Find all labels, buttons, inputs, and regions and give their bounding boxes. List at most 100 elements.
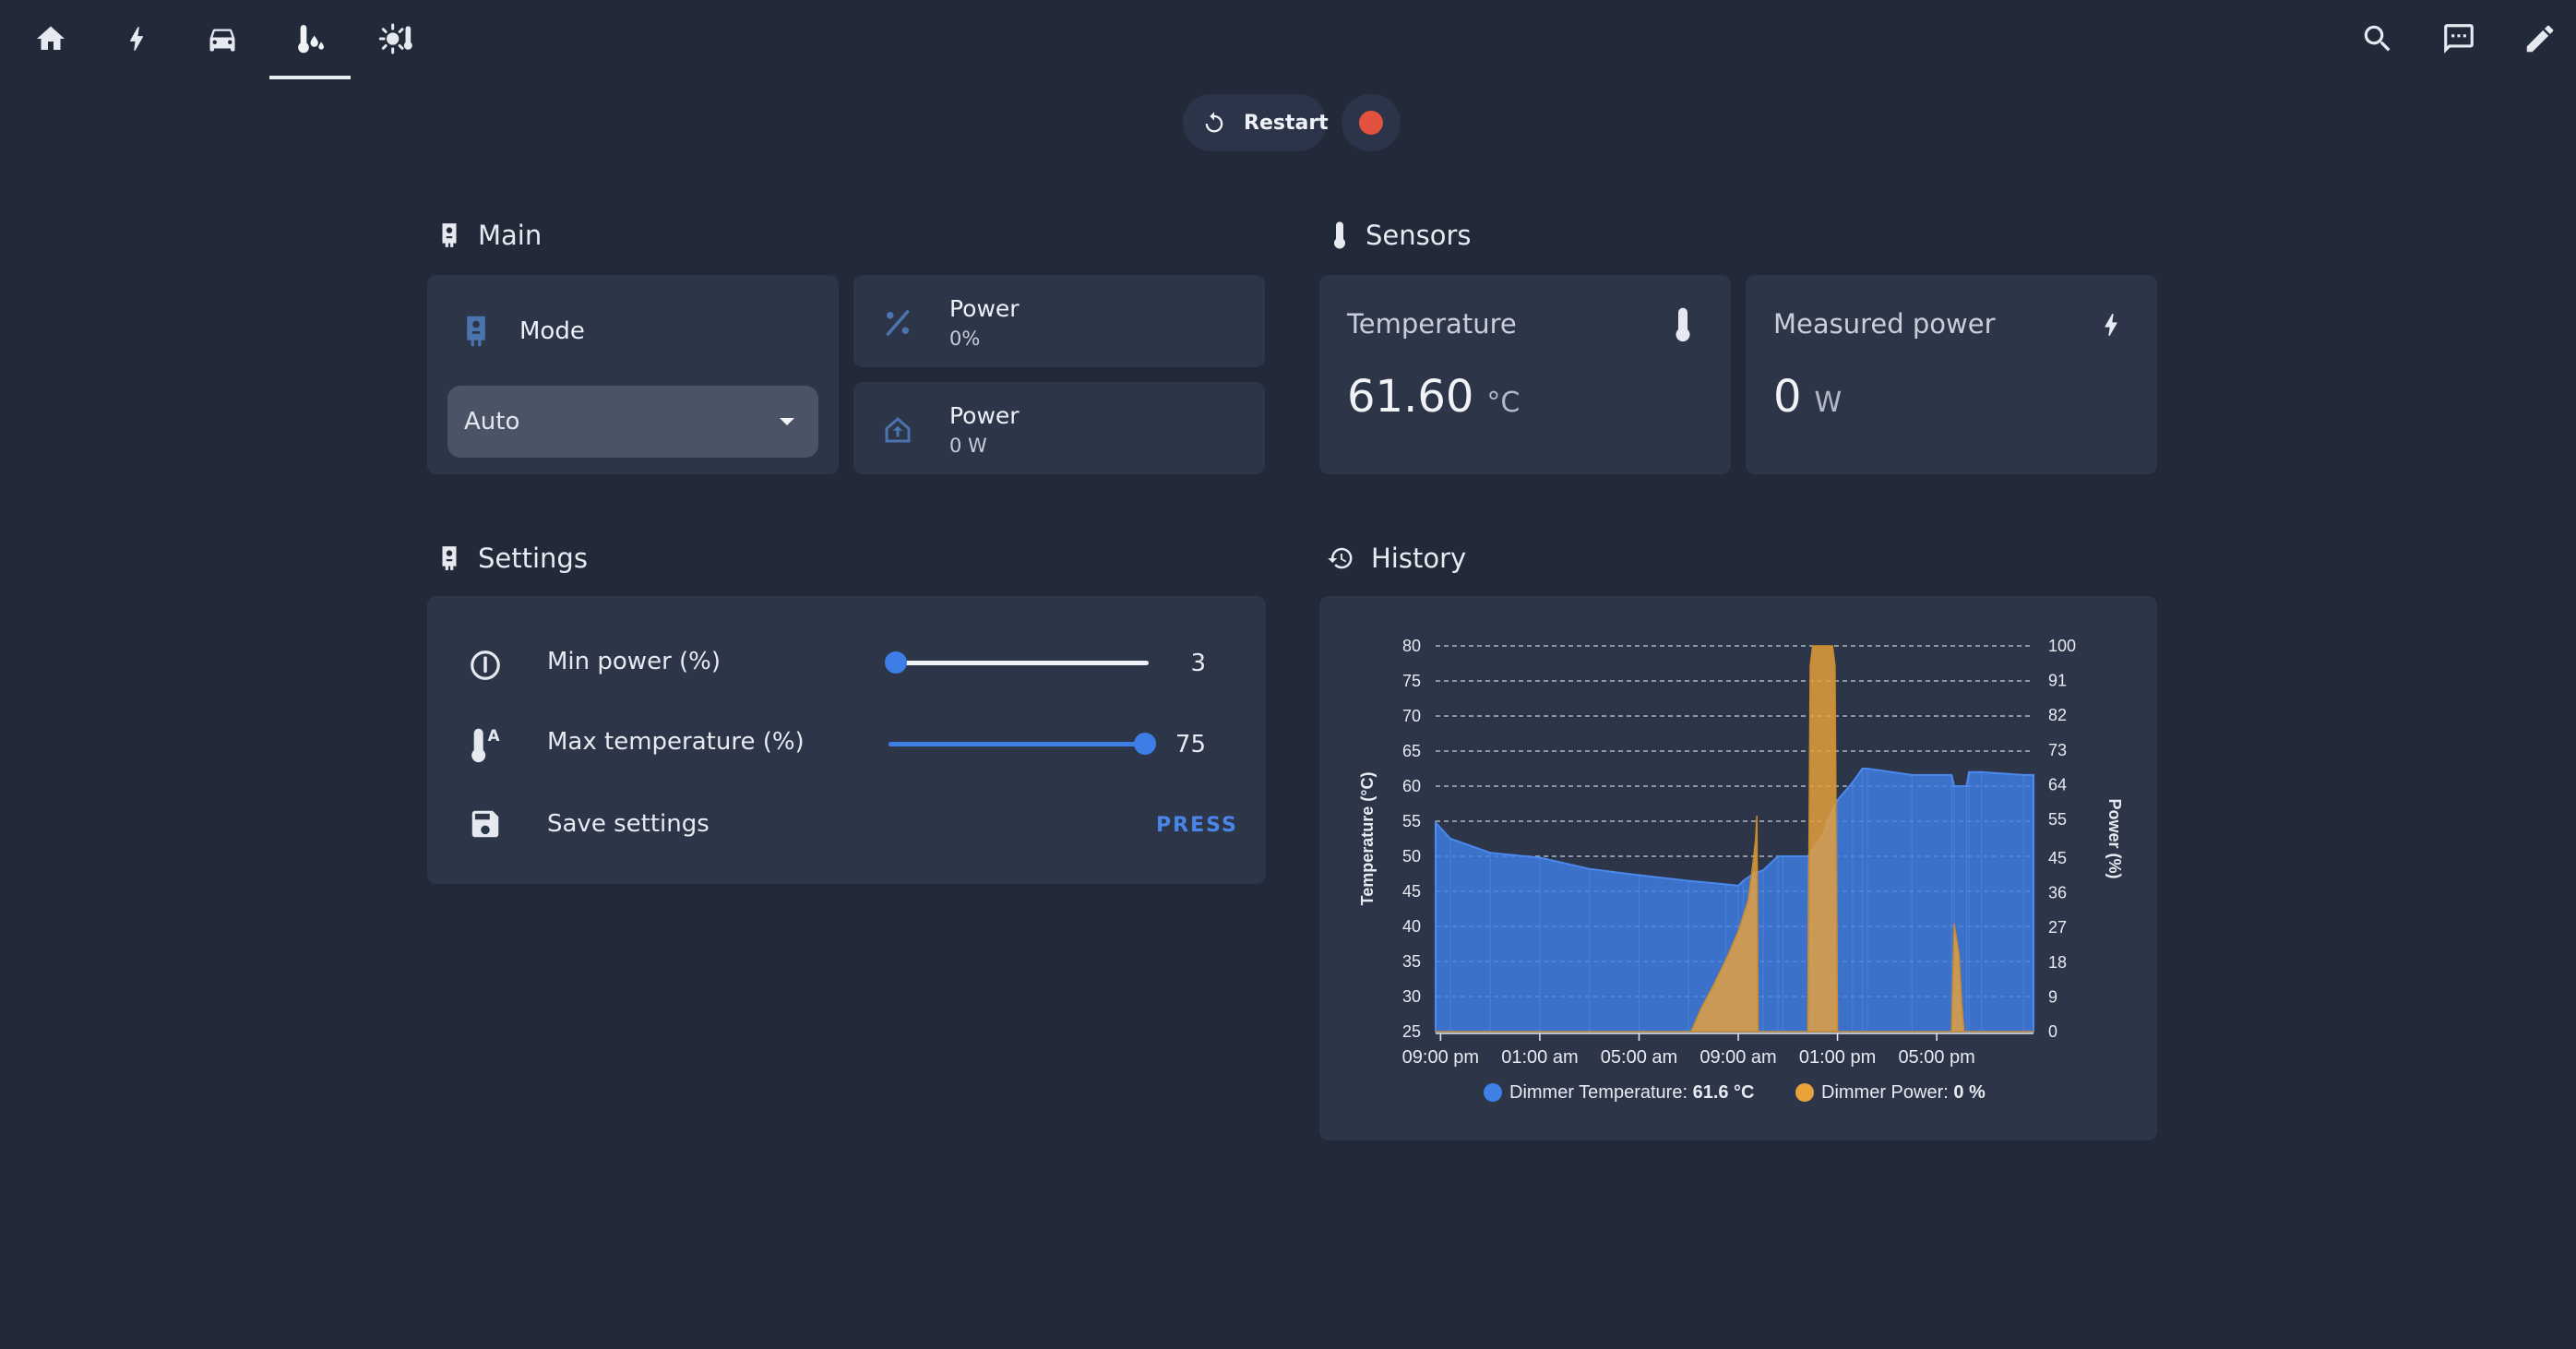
max-temperature-slider[interactable]	[888, 731, 1157, 757]
search-button[interactable]	[2355, 17, 2400, 61]
svg-text:A: A	[488, 727, 500, 745]
x-tick-label: 05:00 pm	[1898, 1047, 1974, 1068]
tab-car[interactable]	[200, 17, 244, 61]
mode-label: Mode	[519, 317, 585, 345]
slider-thumb[interactable]	[885, 651, 908, 674]
slider-thumb[interactable]	[1134, 733, 1157, 755]
lightning-icon	[2096, 306, 2126, 347]
max-temperature-label: Max temperature (%)	[547, 728, 805, 756]
power-watts-value: 0 W	[949, 435, 987, 457]
y-tick-label: 65	[1402, 742, 1421, 760]
max-temperature-value: 75	[1175, 731, 1206, 758]
edit-button[interactable]	[2518, 17, 2562, 61]
thermometer-water-icon	[290, 20, 327, 57]
section-history-title: History	[1371, 543, 1467, 574]
save-settings-label: Save settings	[547, 810, 710, 838]
x-tick-label: 09:00 pm	[1402, 1047, 1479, 1068]
restart-button[interactable]: Restart	[1183, 94, 1329, 151]
temperature-reading: 61.60 °C	[1347, 371, 1520, 423]
section-sensors-title: Sensors	[1366, 220, 1472, 251]
y-tick-label: 30	[1402, 987, 1421, 1006]
thermometer-icon	[1672, 306, 1694, 347]
sun-thermometer-icon	[377, 20, 414, 57]
measured-power-name: Measured power	[1773, 308, 1996, 340]
mode-select[interactable]: Auto	[447, 386, 818, 458]
water-heater-icon	[437, 221, 461, 249]
section-history-heading: History	[1327, 543, 1466, 574]
tab-sun-temperature[interactable]	[374, 17, 418, 61]
mode-card: Mode Auto	[427, 275, 839, 474]
power-percent-row: Power 0%	[881, 295, 1020, 350]
temperature-unit: °C	[1486, 387, 1521, 419]
y2-tick-label: 73	[2048, 741, 2067, 759]
home-export-icon	[881, 413, 914, 447]
y2-tick-label: 55	[2048, 810, 2067, 829]
power-watts-row: Power 0 W	[881, 402, 1020, 457]
top-app-bar	[0, 0, 2576, 79]
y2-tick-label: 9	[2048, 987, 2057, 1006]
x-tick-label: 09:00 am	[1699, 1047, 1776, 1068]
lightning-icon	[121, 23, 152, 54]
legend-dimmer-temperature-label: Dimmer Temperature: 61.6 °C	[1509, 1082, 1755, 1103]
y2-tick-label: 100	[2048, 637, 2076, 655]
legend-dimmer-power-label: Dimmer Power: 0 %	[1821, 1082, 1986, 1103]
legend-dimmer-temperature-swatch	[1484, 1083, 1502, 1102]
power-percent-value: 0%	[949, 328, 981, 350]
power-percent-name: Power	[949, 295, 1020, 322]
thermometer-auto-icon: A	[468, 725, 505, 766]
restart-label: Restart	[1244, 111, 1329, 135]
mode-select-value: Auto	[464, 408, 520, 436]
y-tick-label: 40	[1402, 917, 1421, 936]
y2-tick-label: 27	[2048, 918, 2067, 937]
y2-tick-label: 18	[2048, 953, 2067, 972]
slider-fill	[888, 742, 1146, 746]
tab-water-heater[interactable]	[286, 17, 330, 61]
y2-tick-label: 36	[2048, 884, 2067, 902]
water-heater-icon	[437, 544, 461, 572]
car-icon	[206, 22, 239, 55]
power-percent-card[interactable]: Power 0%	[853, 275, 1265, 367]
floppy-disk-icon	[468, 806, 503, 842]
y2-tick-label: 82	[2048, 706, 2067, 724]
water-heater-icon	[464, 314, 488, 349]
home-icon	[34, 22, 67, 55]
series-dimmer-power-area	[1436, 645, 2033, 1033]
measured-power-value: 0	[1773, 371, 1802, 423]
min-power-slider[interactable]	[885, 650, 1149, 675]
assist-button[interactable]	[2437, 17, 2481, 61]
save-settings-press-button[interactable]: PRESS	[1156, 814, 1238, 837]
temperature-card[interactable]: Temperature 61.60 °C	[1319, 275, 1731, 474]
y-tick-label: 35	[1402, 952, 1421, 971]
section-settings-title: Settings	[478, 543, 588, 574]
chevron-down-icon	[780, 418, 794, 425]
save-settings-row	[468, 806, 503, 842]
y-tick-label: 25	[1402, 1022, 1421, 1041]
max-temperature-row: A	[468, 725, 505, 766]
history-chart[interactable]: 25 30 35 40 45 50 55 60 65 70 75 80 0 9 18 27 36 45 55 64 73…	[1319, 596, 2157, 1140]
y2-tick-label: 64	[2048, 775, 2067, 794]
y2-tick-label: 91	[2048, 672, 2067, 690]
measured-power-unit: W	[1814, 387, 1843, 419]
power-watts-card[interactable]: Power 0 W	[853, 382, 1265, 474]
tab-home[interactable]	[29, 17, 73, 61]
x-tick-label: 01:00 am	[1501, 1047, 1578, 1068]
restart-icon	[1201, 110, 1227, 136]
pencil-icon	[2522, 21, 2558, 56]
y-tick-label: 70	[1402, 707, 1421, 725]
y-tick-label: 60	[1402, 777, 1421, 795]
section-sensors-heading: Sensors	[1330, 220, 1472, 251]
section-main-title: Main	[478, 220, 543, 251]
history-card: 25 30 35 40 45 50 55 60 65 70 75 80 0 9 18 27 36 45 55 64 73…	[1319, 596, 2157, 1140]
temperature-value: 61.60	[1347, 371, 1474, 423]
percent-icon	[881, 306, 914, 340]
settings-card: Min power (%) 3 A Max temperature (%) 75…	[427, 596, 1266, 884]
tab-energy[interactable]	[114, 17, 159, 61]
search-icon	[2360, 21, 2395, 56]
record-button[interactable]	[1342, 94, 1401, 151]
y-tick-label: 50	[1402, 847, 1421, 866]
section-settings-heading: Settings	[437, 543, 588, 574]
y2-tick-label: 0	[2048, 1022, 2057, 1041]
active-tab-indicator	[269, 76, 351, 79]
